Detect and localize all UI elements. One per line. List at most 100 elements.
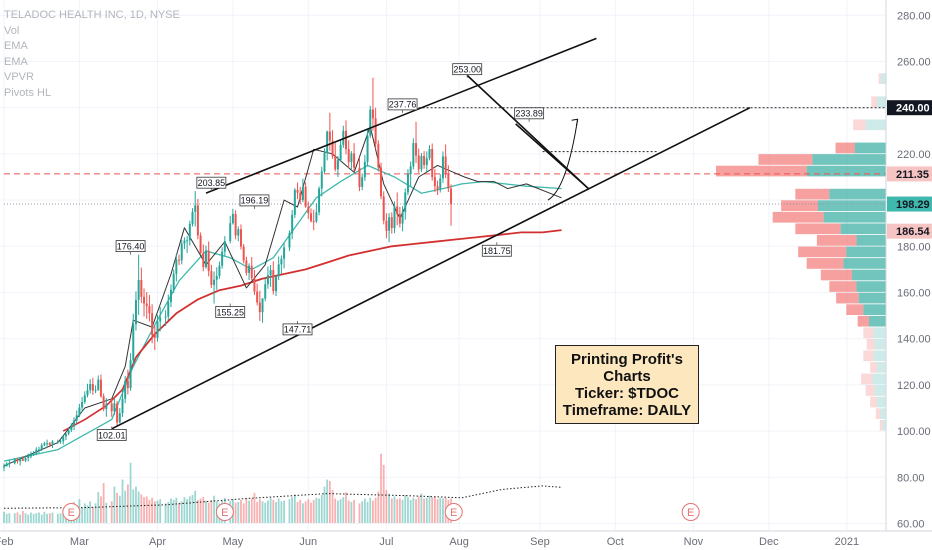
volume-bar bbox=[339, 499, 342, 523]
volume-bar bbox=[83, 503, 86, 523]
volume-bar bbox=[8, 513, 11, 523]
legend-indicator-vpvr[interactable]: VPVR bbox=[4, 71, 34, 83]
candle bbox=[307, 201, 310, 220]
candle-body bbox=[169, 289, 172, 302]
candle bbox=[40, 443, 43, 451]
legend-symbol[interactable]: TELADOC HEALTH INC, 1D, NYSE bbox=[4, 9, 180, 21]
candle-body bbox=[441, 156, 444, 179]
candle-body bbox=[99, 379, 102, 397]
vpvr-bar-up bbox=[882, 419, 886, 431]
candle-body bbox=[310, 213, 313, 222]
vpvr-bar-down bbox=[758, 154, 813, 165]
candle-body bbox=[186, 240, 189, 242]
candle bbox=[13, 458, 16, 465]
candle bbox=[288, 230, 291, 252]
legend-indicator-ema-2[interactable]: EMA bbox=[4, 55, 28, 68]
volume-bar bbox=[210, 499, 213, 523]
vpvr-bar-down bbox=[781, 200, 818, 212]
candle-body bbox=[73, 420, 76, 427]
candle bbox=[5, 462, 8, 467]
volume-bar bbox=[407, 497, 409, 523]
volume-bar bbox=[32, 513, 35, 523]
candle bbox=[374, 107, 377, 149]
time-tick-label: Feb bbox=[0, 536, 13, 548]
candle bbox=[299, 186, 302, 205]
candle-body bbox=[342, 130, 345, 145]
volume-bar bbox=[148, 499, 151, 523]
candle bbox=[126, 369, 129, 395]
legend-indicator-pivots[interactable]: Pivots HL bbox=[4, 86, 52, 99]
volume-bar bbox=[302, 503, 304, 523]
candle bbox=[342, 125, 345, 148]
candle-body bbox=[24, 458, 27, 461]
candle bbox=[318, 186, 321, 216]
candle bbox=[24, 455, 27, 463]
price-label-bg bbox=[887, 100, 932, 116]
candle-body bbox=[347, 149, 350, 163]
volume-bar bbox=[382, 464, 385, 523]
candle bbox=[153, 325, 156, 351]
candle bbox=[175, 254, 178, 282]
vpvr-bar-up bbox=[872, 373, 886, 385]
candle bbox=[280, 255, 283, 274]
pivot-label-text: 102.01 bbox=[98, 430, 126, 440]
volume-bar bbox=[431, 497, 434, 523]
candle bbox=[304, 182, 307, 208]
vpvr-bar-down bbox=[816, 234, 857, 246]
candle-body bbox=[159, 317, 162, 322]
volume-bar bbox=[283, 500, 285, 523]
volume-bar bbox=[248, 500, 250, 523]
candle bbox=[412, 138, 415, 170]
candle-body bbox=[13, 459, 16, 464]
candle bbox=[102, 393, 105, 412]
candle-body bbox=[97, 379, 100, 390]
pivot-label: 237.76 bbox=[387, 98, 418, 113]
volume-bar bbox=[199, 498, 202, 523]
price-label-bg bbox=[887, 196, 932, 212]
candle bbox=[350, 151, 353, 171]
volume-bar bbox=[81, 507, 83, 523]
time-tick-label: Jul bbox=[379, 536, 393, 548]
pivot-label-text: 176.40 bbox=[117, 241, 145, 251]
candle-body bbox=[134, 299, 137, 325]
candle bbox=[46, 439, 49, 449]
candle bbox=[38, 446, 41, 454]
vpvr-bar-up bbox=[858, 292, 886, 304]
candle-body bbox=[29, 454, 32, 457]
candle bbox=[266, 266, 269, 289]
candle-body bbox=[56, 441, 59, 443]
volume-bar bbox=[175, 497, 178, 523]
legend-indicator-vol[interactable]: Vol bbox=[4, 24, 20, 37]
vpvr-bar-up bbox=[880, 408, 886, 419]
volume-bar bbox=[264, 502, 267, 523]
earnings-marker: E bbox=[215, 503, 234, 521]
vpvr-bar-up bbox=[876, 396, 886, 408]
legend-indicator-ema-1[interactable]: EMA bbox=[4, 40, 28, 52]
price-label-bg bbox=[887, 223, 932, 239]
pivot-label-box bbox=[481, 244, 512, 257]
volume-bar bbox=[377, 491, 380, 523]
candle-body bbox=[318, 188, 321, 213]
candle bbox=[94, 385, 97, 394]
candle-body bbox=[213, 279, 216, 285]
candle-body bbox=[202, 252, 205, 268]
volume-bar bbox=[293, 494, 296, 523]
volume-bar bbox=[417, 496, 420, 523]
pivot-label-text: 196.19 bbox=[241, 196, 269, 206]
candle-body bbox=[199, 235, 202, 253]
volume-bar bbox=[97, 492, 100, 523]
candle-body bbox=[331, 140, 334, 157]
volume-bar bbox=[372, 500, 374, 523]
trendline-channel-lower bbox=[111, 106, 751, 430]
pivot-label-box bbox=[452, 63, 483, 76]
volume-bar bbox=[62, 509, 65, 523]
volume-bar bbox=[240, 499, 242, 523]
volume-bar bbox=[38, 512, 40, 523]
vpvr-bar-up bbox=[876, 362, 886, 373]
candle bbox=[388, 213, 391, 243]
candle bbox=[361, 173, 364, 191]
candle-body bbox=[288, 233, 291, 248]
volume-bar bbox=[110, 501, 113, 523]
candle-body bbox=[21, 458, 24, 461]
